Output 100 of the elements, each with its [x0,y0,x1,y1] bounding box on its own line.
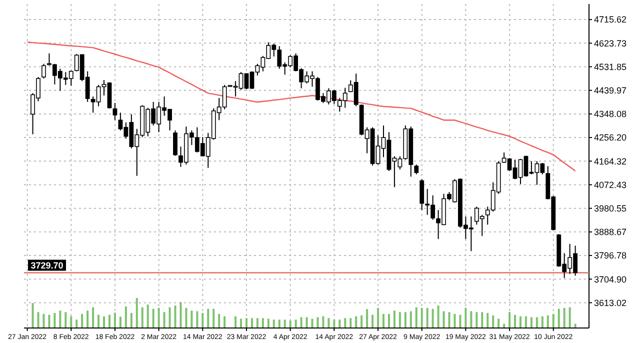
bar [514,314,516,328]
y-tick-label: 4623.73 [594,38,627,48]
bar [498,318,500,328]
bar [470,311,472,328]
bar [393,310,396,328]
y-tick-label: 3888.67 [594,227,627,238]
bar [546,315,549,328]
bar [158,308,160,328]
bar [464,308,467,328]
bar [306,317,308,328]
y-tick-label: 4072.43 [594,180,627,190]
bar [272,320,275,328]
bar [190,310,193,328]
bar [37,312,40,328]
bar [476,312,478,328]
bar [267,318,270,328]
candlestick [112,102,118,121]
bar [284,320,286,328]
bar [54,313,56,328]
bar [344,318,346,328]
bar [372,314,374,328]
bar [168,307,171,328]
bar [558,308,560,328]
bar [294,320,297,328]
bar [366,309,368,328]
bar [316,317,319,328]
bar [59,310,62,328]
bar [437,306,440,328]
bar [250,318,253,328]
bar [185,308,188,328]
bar [454,314,456,328]
bar [48,314,50,328]
bar [114,312,116,328]
bar [459,314,462,328]
bar [174,306,176,328]
bar [415,307,418,328]
y-tick-label: 3613.02 [594,298,627,308]
bar [141,307,144,328]
bar [563,308,566,328]
bar [146,304,149,328]
y-tick-label: 3796.78 [594,250,627,261]
y-tick-label: 4164.32 [594,156,627,166]
bar [152,308,154,328]
bar [256,318,258,328]
bar [486,313,489,328]
bar [163,312,166,328]
bar [218,314,220,328]
bar [398,312,401,328]
bar [333,320,336,328]
bar [492,315,494,328]
bar [130,313,132,328]
bar [119,316,122,328]
bar [530,317,532,328]
candlestick [173,130,178,156]
y-tick-label: 4256.20 [594,132,627,143]
bar [86,310,89,328]
bar [404,312,406,328]
bar [520,316,522,328]
bar [481,312,484,328]
bar [196,311,198,328]
candlestick [42,63,46,80]
bar [508,312,511,328]
bar [382,314,384,328]
bar [355,316,358,328]
bar [92,307,94,328]
bar [541,316,544,328]
y-tick-label: 3704.90 [594,274,627,284]
bar [278,320,280,328]
bar [388,314,390,328]
y-tick-label: 3980.55 [594,203,627,214]
y-tick-label: 4531.85 [594,62,627,72]
bar [202,313,204,328]
bar [432,308,434,328]
bar [245,318,248,328]
bar [524,316,527,328]
bar [108,314,110,328]
bar [124,306,127,328]
bar [360,315,363,328]
bar [224,316,226,328]
bar [180,302,182,328]
bar [322,316,324,328]
bar [536,317,538,328]
bar [98,314,100,328]
bar [311,318,314,328]
bar [76,320,78,328]
line-series [26,41,576,172]
ref-line-label: 3729.70 [30,260,64,271]
bar [42,314,45,328]
bar [300,317,302,328]
bar [70,316,72,328]
bar [32,303,34,328]
bar [289,320,292,328]
bar [81,314,84,328]
bar [448,312,450,328]
bar [234,316,237,328]
candlestick [414,164,419,175]
bar [410,311,412,328]
bar [377,308,380,328]
bar [552,314,554,328]
bar [64,312,67,328]
